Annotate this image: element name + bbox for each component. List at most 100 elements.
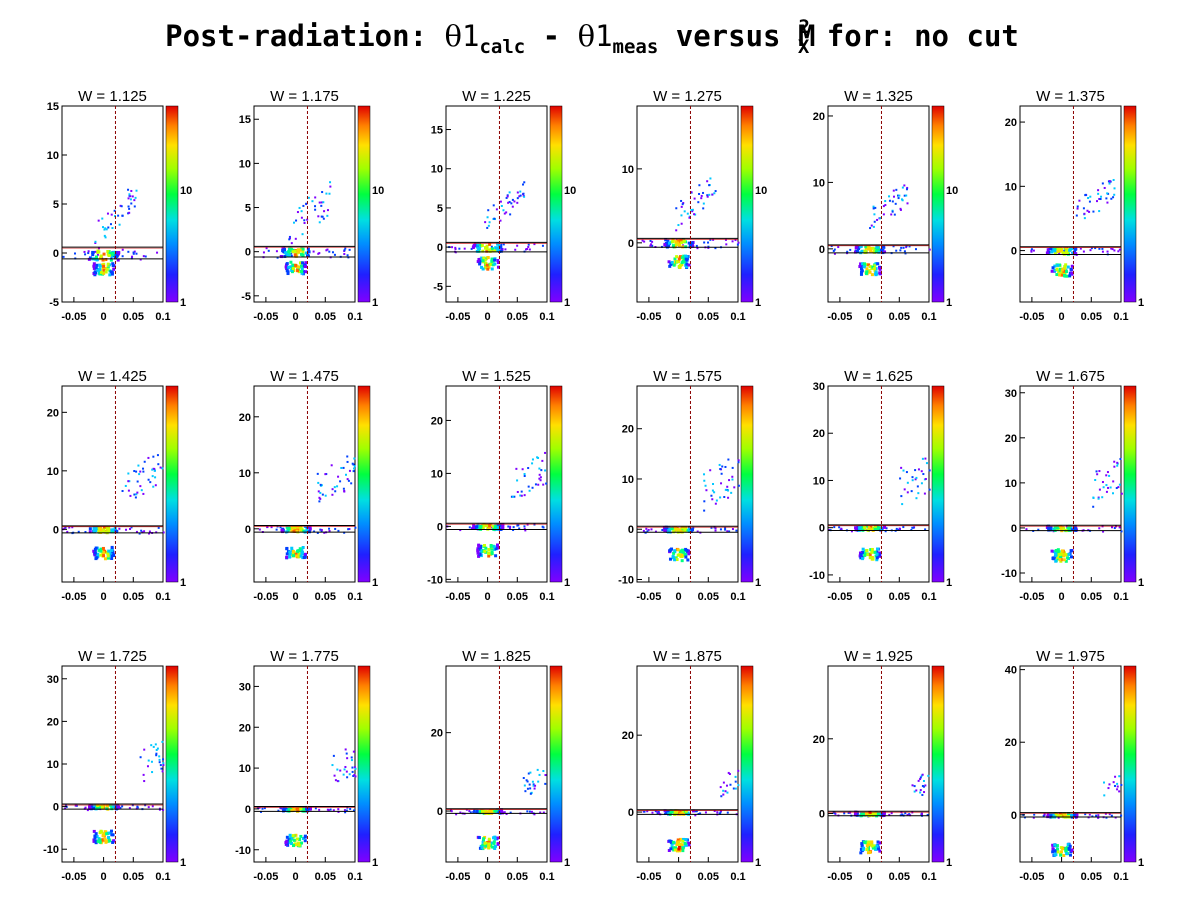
heat-cell (90, 804, 94, 808)
scatter-point (737, 784, 740, 787)
scatter-point (320, 201, 323, 204)
heat-cell (1067, 552, 1071, 556)
scatter-point (1091, 815, 1094, 818)
scatter-point (661, 529, 664, 532)
heat-cell (290, 529, 294, 533)
heat-cell (111, 833, 115, 837)
scatter-point (104, 236, 107, 239)
scatter-point (71, 526, 74, 529)
scatter-point (1113, 249, 1116, 252)
heat-cell (867, 847, 871, 851)
scatter-point (675, 229, 678, 232)
scatter-point (719, 786, 722, 789)
scatter-point (509, 525, 512, 528)
heat-cell (877, 847, 881, 851)
heat-cell (477, 554, 481, 558)
scatter-point (643, 810, 646, 813)
heat-cell (104, 270, 108, 274)
scatter-point (514, 248, 517, 251)
scatter-point (731, 475, 734, 478)
scatter-point (917, 492, 920, 495)
heat-cell (1051, 843, 1055, 847)
scatter-point (63, 527, 66, 530)
heat-cell (293, 525, 297, 529)
scatter-point (484, 221, 487, 224)
scatter-point (895, 188, 898, 191)
scatter-point (507, 201, 510, 204)
heat-cell (301, 250, 305, 254)
heat-cell (109, 551, 113, 555)
scatter-point (722, 789, 725, 792)
y-tick-label: 30 (47, 674, 59, 686)
x-tick-label: 0 (485, 871, 491, 883)
heat-cell (1064, 846, 1068, 850)
scatter-point (347, 528, 350, 531)
heat-cell (496, 836, 500, 840)
scatter-point (1108, 813, 1111, 816)
scatter-point (1102, 530, 1105, 533)
scatter-point (903, 194, 906, 197)
heat-cell (102, 271, 106, 275)
heat-cell (496, 543, 500, 547)
x-tick-label: 0.05 (698, 311, 719, 323)
heat-cell (94, 841, 98, 845)
scatter-point (1101, 496, 1104, 499)
scatter-point (899, 477, 902, 480)
heat-cell (490, 845, 494, 849)
scatter-point (1084, 193, 1087, 196)
heat-cell (1058, 246, 1062, 250)
heat-cell (676, 548, 680, 552)
scatter-point (345, 770, 348, 773)
colorbar-label-min: 1 (1138, 297, 1144, 309)
scatter-point (838, 526, 841, 529)
heat-cell (496, 524, 500, 528)
colorbar (165, 105, 179, 303)
heat-cell (1056, 550, 1060, 554)
scatter-point (468, 526, 471, 529)
x-tick-label: 0 (867, 311, 873, 323)
heat-cell (94, 806, 98, 810)
heat-cell (485, 263, 489, 267)
scatter-point (129, 494, 132, 497)
scatter-point (132, 252, 135, 255)
heat-cell (1050, 549, 1054, 553)
scatter-point (346, 776, 349, 779)
scatter-point (153, 469, 156, 472)
heat-cell (678, 849, 682, 853)
scatter-point (158, 761, 161, 764)
heat-cell (667, 848, 671, 852)
scatter-point (121, 255, 124, 258)
heat-cell (870, 547, 874, 551)
heat-cell (670, 810, 674, 814)
scatter-point (353, 467, 356, 470)
heat-cell (476, 549, 480, 553)
scatter-point (872, 205, 875, 208)
y-tick-label: 0 (628, 807, 634, 819)
heat-cell (859, 272, 863, 276)
x-tick-label: 0.1 (730, 311, 745, 323)
heat-cell (678, 550, 682, 554)
scatter-point (138, 532, 141, 535)
scatter-point (314, 196, 317, 199)
heat-cell (1063, 272, 1067, 276)
scatter-point (910, 490, 913, 493)
heat-cell (98, 840, 102, 844)
x-tick-label: 0 (1059, 591, 1065, 603)
heat-cell (684, 555, 688, 559)
scatter-point (337, 808, 340, 811)
heat-cell (102, 528, 106, 532)
heat-cell (1051, 850, 1055, 854)
heat-cell (489, 844, 493, 848)
heat-cell (1064, 850, 1068, 854)
scatter-point (346, 460, 349, 463)
heat-cell (690, 241, 694, 245)
x-tick-label: 0.05 (315, 871, 336, 883)
scatter-point (513, 495, 516, 498)
heat-cell (287, 252, 291, 256)
heat-cell (691, 244, 695, 248)
scatter-point (712, 483, 715, 486)
heat-cell (487, 551, 491, 555)
scatter-point (488, 221, 491, 224)
